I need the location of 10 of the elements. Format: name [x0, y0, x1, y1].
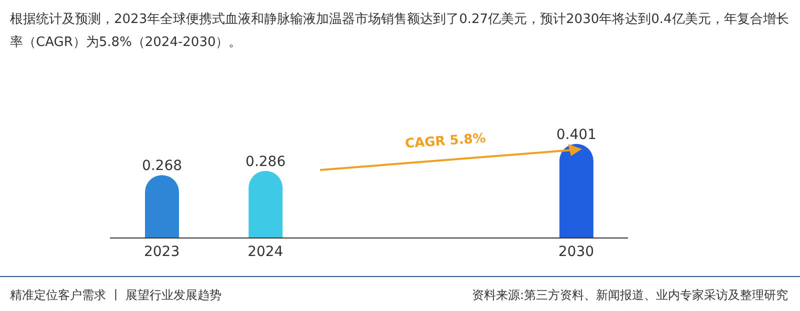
data-label: 0.286 — [246, 154, 286, 170]
data-label: 0.401 — [556, 126, 596, 143]
data-label: 0.268 — [142, 158, 182, 174]
x-tick-label: 2030 — [558, 244, 594, 260]
annotation: CAGR 5.8% — [404, 131, 486, 152]
x-tick-label: 2024 — [248, 244, 284, 260]
text: 精准定位客户需求 丨 展望行业发展趋势 — [10, 287, 222, 304]
chart-title: 根据统计及预测，2023年全球便携式血液和静脉输液加温器市场销售额达到了0.27亿美元，预计2030年将达到0.4亿美元，年复合增长率（CAGR）为5.8%（2024-2030）。 — [10, 11, 790, 52]
text: 资料来源:第三方资料、新闻报道、业内专家采访及整理研究 — [472, 287, 788, 304]
x-tick-label: 2023 — [144, 244, 180, 260]
